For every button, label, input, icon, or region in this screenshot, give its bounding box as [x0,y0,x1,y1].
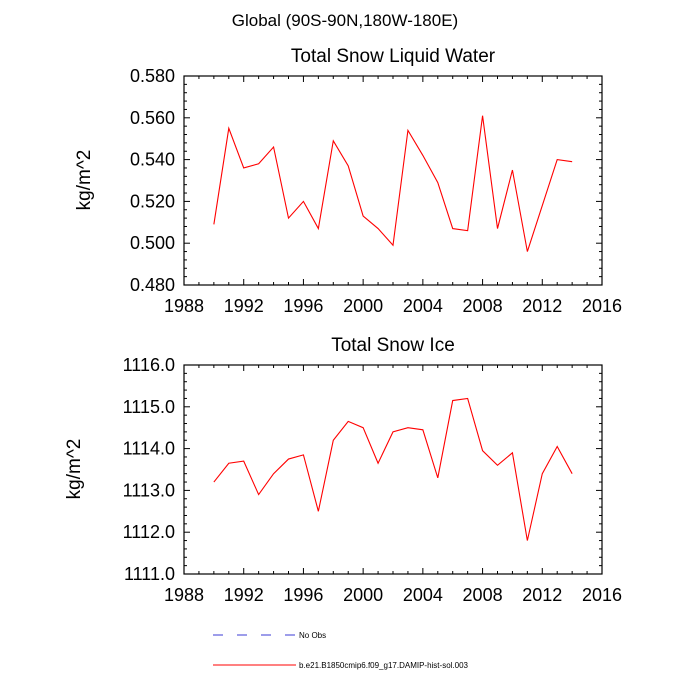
x-tick-label: 1996 [283,296,323,316]
y-tick-label: 1113.0 [123,480,175,500]
x-tick-label: 2008 [463,585,503,605]
panel-title: Total Snow Ice [331,335,455,356]
x-tick-label: 2016 [582,585,622,605]
y-tick-label: 0.480 [130,275,175,295]
y-tick-label: 0.520 [130,191,175,211]
plot-frame [183,364,603,575]
x-tick-label: 2016 [582,296,622,316]
legend-label: b.e21.B1850cmip6.f09_g17.DAMIP-hist-sol.… [299,661,469,670]
x-tick-label: 2000 [343,585,383,605]
x-tick-label: 1996 [283,585,323,605]
y-tick-label: 0.500 [130,233,175,253]
x-tick-label: 2012 [522,585,562,605]
x-tick-label: 2000 [343,296,383,316]
y-tick-label: 1116.0 [123,355,175,375]
panel-snow-ice: Total Snow Ice kg/m^2 1988 1992 1996 2000 20… [64,335,622,605]
panel-title: Total Snow Liquid Water [291,46,496,67]
figure-title: Global (90S-90N,180W-180E) [232,11,458,30]
x-tick-label: 1988 [164,585,204,605]
legend: No Obs b.e21.B1850cmip6.f09_g17.DAMIP-hi… [213,631,469,670]
x-tick-label: 2004 [403,585,443,605]
y-tick-label: 1114.0 [123,439,175,459]
legend-entry-model: b.e21.B1850cmip6.f09_g17.DAMIP-hist-sol.… [213,661,469,670]
y-tick-label: 0.540 [130,150,175,170]
series-line [213,397,573,541]
y-tick-label: 1111.0 [124,564,175,584]
y-axis-label: kg/m^2 [64,439,85,500]
y-tick-label: 0.580 [130,66,175,86]
panel-snow-liquid-water: Total Snow Liquid Water kg/m^2 1988 1992 1… [74,46,622,316]
y-tick-label: 1112.0 [123,522,175,542]
x-tick-label: 2004 [403,296,443,316]
plot-frame [183,75,603,286]
legend-entry-obs: No Obs [213,631,326,640]
x-tick-label: 2012 [522,296,562,316]
legend-label: No Obs [299,631,326,640]
x-tick-label: 1992 [224,296,264,316]
x-tick-label: 2008 [463,296,503,316]
x-tick-label: 1988 [164,296,204,316]
series-line [213,115,573,252]
y-tick-label: 0.560 [130,108,175,128]
y-tick-label: 1115.0 [123,397,175,417]
x-tick-label: 1992 [224,585,264,605]
y-axis-label: kg/m^2 [74,150,95,211]
